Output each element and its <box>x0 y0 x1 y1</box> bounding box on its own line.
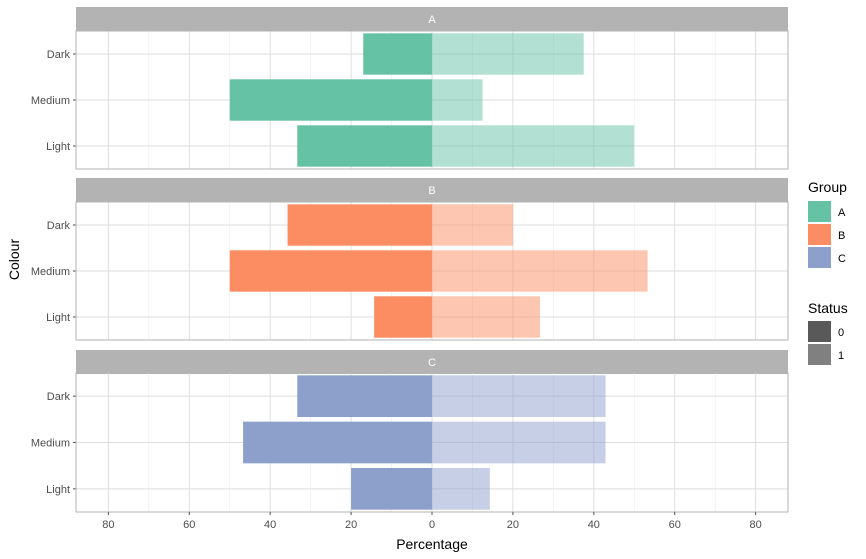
facet-strip-label: B <box>428 185 435 197</box>
legend-label: 1 <box>838 350 844 362</box>
legend-key <box>808 247 831 268</box>
bar-status-0 <box>363 33 432 75</box>
y-axis-title: Colour <box>6 239 22 281</box>
x-tick-label: 0 <box>429 519 435 531</box>
x-axis-title: Percentage <box>396 536 468 552</box>
legend-key <box>808 344 831 365</box>
bar-status-0 <box>243 421 432 464</box>
legend-label: 0 <box>838 327 844 339</box>
x-tick-label: 40 <box>588 519 600 531</box>
panel-border <box>75 30 789 170</box>
facet-strip <box>76 350 788 374</box>
bar-status-0 <box>351 467 432 510</box>
bar-status-1 <box>432 125 635 167</box>
bar-status-1 <box>432 421 606 464</box>
bar-status-1 <box>432 79 483 121</box>
legend-label: A <box>838 207 846 219</box>
bar-status-0 <box>297 125 432 167</box>
bar-status-0 <box>297 375 432 418</box>
facet-strip-label: C <box>428 357 436 369</box>
facet-strip-label: A <box>428 14 436 26</box>
y-tick-label: Medium <box>31 95 70 107</box>
y-tick-label: Dark <box>47 391 71 403</box>
y-tick-label: Light <box>46 484 70 496</box>
x-tick-label: 20 <box>345 519 357 531</box>
bar-status-1 <box>432 296 541 338</box>
legend-label: B <box>838 230 845 242</box>
legend-group-title: Group <box>808 179 847 195</box>
x-tick-label: 60 <box>183 519 195 531</box>
bar-status-1 <box>432 467 490 510</box>
bar-status-1 <box>432 204 513 246</box>
bar-status-0 <box>229 79 432 121</box>
x-tick-label: 40 <box>264 519 276 531</box>
y-tick-label: Dark <box>47 49 71 61</box>
bar-status-1 <box>432 250 648 292</box>
bar-status-0 <box>229 250 432 292</box>
x-tick-label: 80 <box>750 519 762 531</box>
bar-status-0 <box>287 204 432 246</box>
legend-key <box>808 201 831 222</box>
facet-strip <box>76 7 788 31</box>
panel-border <box>75 201 789 341</box>
x-tick-label: 20 <box>507 519 519 531</box>
bar-status-0 <box>374 296 432 338</box>
facet-strip <box>76 178 788 202</box>
y-tick-label: Medium <box>31 438 70 450</box>
legend-key <box>808 224 831 245</box>
bar-status-1 <box>432 33 584 75</box>
y-tick-label: Light <box>46 141 70 153</box>
legend-status-title: Status <box>808 300 848 316</box>
y-tick-label: Medium <box>31 266 70 278</box>
y-tick-label: Dark <box>47 220 71 232</box>
x-tick-label: 80 <box>102 519 114 531</box>
bar-status-1 <box>432 375 606 418</box>
legend-key <box>808 321 831 342</box>
y-tick-label: Light <box>46 312 70 324</box>
x-tick-label: 60 <box>669 519 681 531</box>
legend-label: C <box>838 253 846 265</box>
